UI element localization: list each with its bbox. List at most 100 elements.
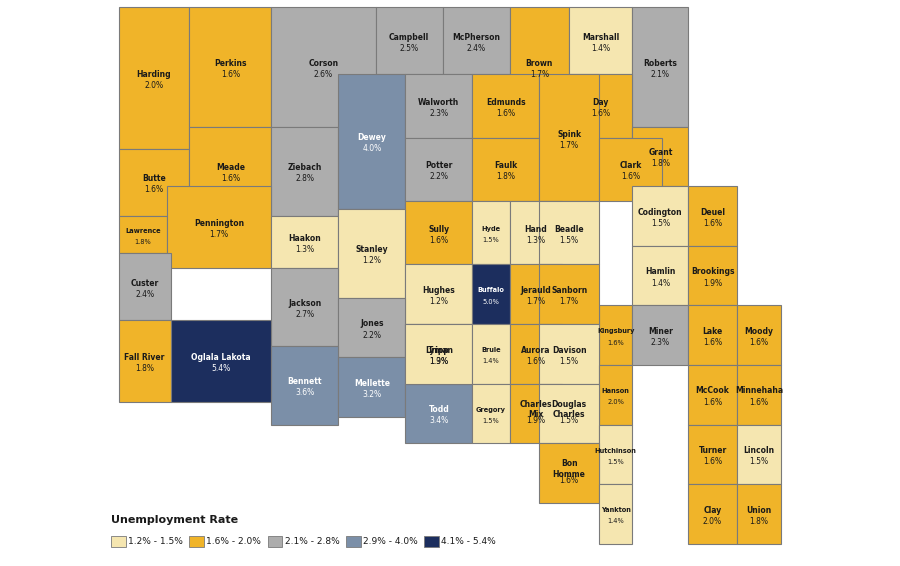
FancyBboxPatch shape bbox=[688, 424, 737, 484]
Text: 1.8%: 1.8% bbox=[750, 517, 769, 526]
Text: 1.7%: 1.7% bbox=[530, 70, 549, 79]
FancyBboxPatch shape bbox=[509, 201, 562, 264]
Text: 2.4%: 2.4% bbox=[466, 44, 486, 53]
FancyBboxPatch shape bbox=[598, 484, 633, 544]
Text: Tripp: Tripp bbox=[428, 345, 450, 354]
Text: 1.4%: 1.4% bbox=[591, 44, 610, 53]
FancyBboxPatch shape bbox=[737, 305, 781, 365]
FancyBboxPatch shape bbox=[737, 484, 781, 544]
Text: Minnehaha: Minnehaha bbox=[735, 387, 783, 396]
FancyBboxPatch shape bbox=[472, 75, 539, 138]
Text: 2.3%: 2.3% bbox=[429, 109, 448, 118]
Text: 1.6%: 1.6% bbox=[526, 357, 545, 366]
Text: 1.6%: 1.6% bbox=[496, 109, 516, 118]
Text: Kingsbury: Kingsbury bbox=[597, 328, 634, 335]
Text: Mellette: Mellette bbox=[354, 379, 390, 388]
Text: 2.9% - 4.0%: 2.9% - 4.0% bbox=[363, 537, 418, 546]
FancyBboxPatch shape bbox=[405, 138, 472, 201]
Text: 1.6%: 1.6% bbox=[560, 476, 579, 485]
Text: Roberts: Roberts bbox=[644, 59, 678, 68]
FancyBboxPatch shape bbox=[539, 201, 599, 264]
Text: 2.6%: 2.6% bbox=[314, 70, 333, 79]
Text: Turner: Turner bbox=[698, 446, 726, 455]
FancyBboxPatch shape bbox=[111, 536, 126, 547]
Text: 1.6%: 1.6% bbox=[703, 457, 722, 466]
Text: 1.8%: 1.8% bbox=[497, 173, 516, 181]
Text: Dewey: Dewey bbox=[357, 133, 386, 142]
Text: Pennington: Pennington bbox=[194, 219, 244, 228]
Text: 1.8%: 1.8% bbox=[134, 239, 151, 245]
FancyBboxPatch shape bbox=[633, 305, 688, 365]
Text: Stanley: Stanley bbox=[356, 245, 388, 254]
FancyBboxPatch shape bbox=[171, 320, 271, 402]
FancyBboxPatch shape bbox=[598, 424, 633, 484]
Text: 1.9%: 1.9% bbox=[703, 278, 722, 288]
FancyBboxPatch shape bbox=[737, 365, 781, 424]
Text: Yankton: Yankton bbox=[601, 507, 631, 513]
FancyBboxPatch shape bbox=[338, 75, 405, 208]
Text: Grant: Grant bbox=[648, 148, 672, 157]
FancyBboxPatch shape bbox=[539, 75, 599, 201]
Text: 2.2%: 2.2% bbox=[363, 331, 382, 340]
FancyBboxPatch shape bbox=[405, 264, 472, 324]
FancyBboxPatch shape bbox=[598, 138, 662, 201]
Text: 1.7%: 1.7% bbox=[526, 297, 545, 306]
Text: Jackson: Jackson bbox=[288, 299, 321, 308]
Text: 1.4%: 1.4% bbox=[651, 278, 670, 288]
Text: Meade: Meade bbox=[216, 163, 245, 172]
Text: 1.6%: 1.6% bbox=[608, 340, 624, 346]
Text: McPherson: McPherson bbox=[452, 33, 500, 42]
FancyBboxPatch shape bbox=[189, 127, 271, 216]
FancyBboxPatch shape bbox=[443, 7, 509, 75]
Text: 2.4%: 2.4% bbox=[135, 290, 154, 299]
Text: Perkins: Perkins bbox=[214, 59, 247, 68]
Text: 1.3%: 1.3% bbox=[429, 357, 448, 366]
FancyBboxPatch shape bbox=[338, 298, 405, 358]
Text: Hamlin: Hamlin bbox=[645, 267, 676, 276]
FancyBboxPatch shape bbox=[633, 127, 688, 186]
Text: 1.6%: 1.6% bbox=[144, 186, 164, 194]
Text: Sanborn: Sanborn bbox=[551, 286, 588, 295]
FancyBboxPatch shape bbox=[271, 268, 338, 346]
Text: 2.7%: 2.7% bbox=[295, 310, 314, 319]
Text: 1.5%: 1.5% bbox=[560, 235, 579, 245]
Text: Faulk: Faulk bbox=[494, 161, 518, 170]
Text: Union: Union bbox=[746, 505, 771, 514]
Text: 1.7%: 1.7% bbox=[560, 297, 579, 306]
Text: 2.1%: 2.1% bbox=[651, 70, 670, 79]
FancyBboxPatch shape bbox=[539, 264, 599, 324]
Text: 5.0%: 5.0% bbox=[482, 299, 500, 305]
Text: 5.4%: 5.4% bbox=[212, 364, 230, 373]
Text: 1.9%: 1.9% bbox=[526, 416, 545, 425]
Text: McCook: McCook bbox=[696, 387, 730, 396]
Text: 1.6%: 1.6% bbox=[621, 173, 640, 181]
Text: Brule: Brule bbox=[482, 347, 500, 353]
FancyBboxPatch shape bbox=[569, 75, 633, 138]
Text: 4.0%: 4.0% bbox=[362, 144, 382, 153]
Text: Campbell: Campbell bbox=[389, 33, 429, 42]
FancyBboxPatch shape bbox=[539, 384, 599, 443]
Text: Hanson: Hanson bbox=[602, 388, 630, 394]
Text: 1.2%: 1.2% bbox=[363, 256, 382, 265]
FancyBboxPatch shape bbox=[539, 443, 599, 503]
FancyBboxPatch shape bbox=[598, 305, 633, 365]
Text: Spink: Spink bbox=[557, 130, 581, 139]
Text: Brookings: Brookings bbox=[691, 267, 734, 276]
Text: Buffalo: Buffalo bbox=[478, 288, 504, 293]
Text: 2.2%: 2.2% bbox=[429, 173, 448, 181]
Text: 1.5%: 1.5% bbox=[482, 237, 500, 243]
FancyBboxPatch shape bbox=[189, 7, 271, 127]
Text: Clay: Clay bbox=[704, 505, 722, 514]
Text: 1.4%: 1.4% bbox=[482, 358, 500, 364]
Text: Brown: Brown bbox=[526, 59, 554, 68]
FancyBboxPatch shape bbox=[598, 365, 633, 424]
FancyBboxPatch shape bbox=[509, 384, 562, 443]
Text: 1.5%: 1.5% bbox=[608, 458, 624, 465]
Text: Gregory: Gregory bbox=[476, 406, 506, 413]
Text: 1.3%: 1.3% bbox=[295, 245, 314, 254]
Text: Deuel: Deuel bbox=[700, 208, 725, 217]
Text: Clark: Clark bbox=[619, 161, 642, 170]
FancyBboxPatch shape bbox=[633, 246, 688, 305]
Text: Aurora: Aurora bbox=[521, 345, 551, 354]
FancyBboxPatch shape bbox=[424, 536, 439, 547]
